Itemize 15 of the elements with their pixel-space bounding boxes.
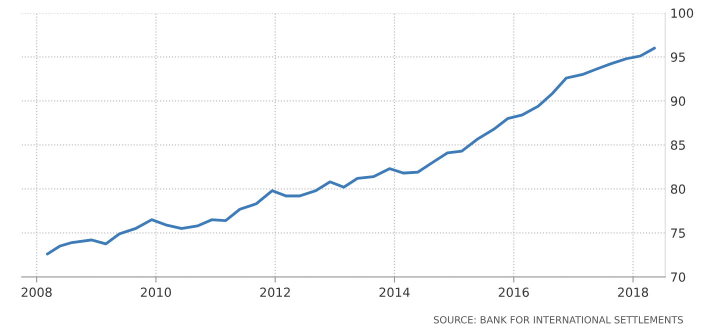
y-tick-label: 80 [670,184,686,194]
x-tick-label: 2008 [22,288,52,297]
y-tick-label: 100 [671,8,694,18]
source-note: SOURCE: BANK FOR INTERNATIONAL SETTLEMENTS [434,316,683,324]
y-tick-label: 95 [670,52,685,62]
x-tick-label: 2014 [379,288,410,297]
y-tick-label: 70 [671,272,686,282]
y-tick-label: 75 [671,228,685,238]
x-tick-label: 2012 [260,288,290,297]
y-tick-label: 85 [670,140,685,150]
y-tick-label: 90 [670,96,686,106]
x-tick-label: 2018 [618,288,648,297]
x-tick-label: 2010 [140,288,171,297]
line-series [46,46,656,256]
x-tick-label: 2016 [498,288,529,297]
